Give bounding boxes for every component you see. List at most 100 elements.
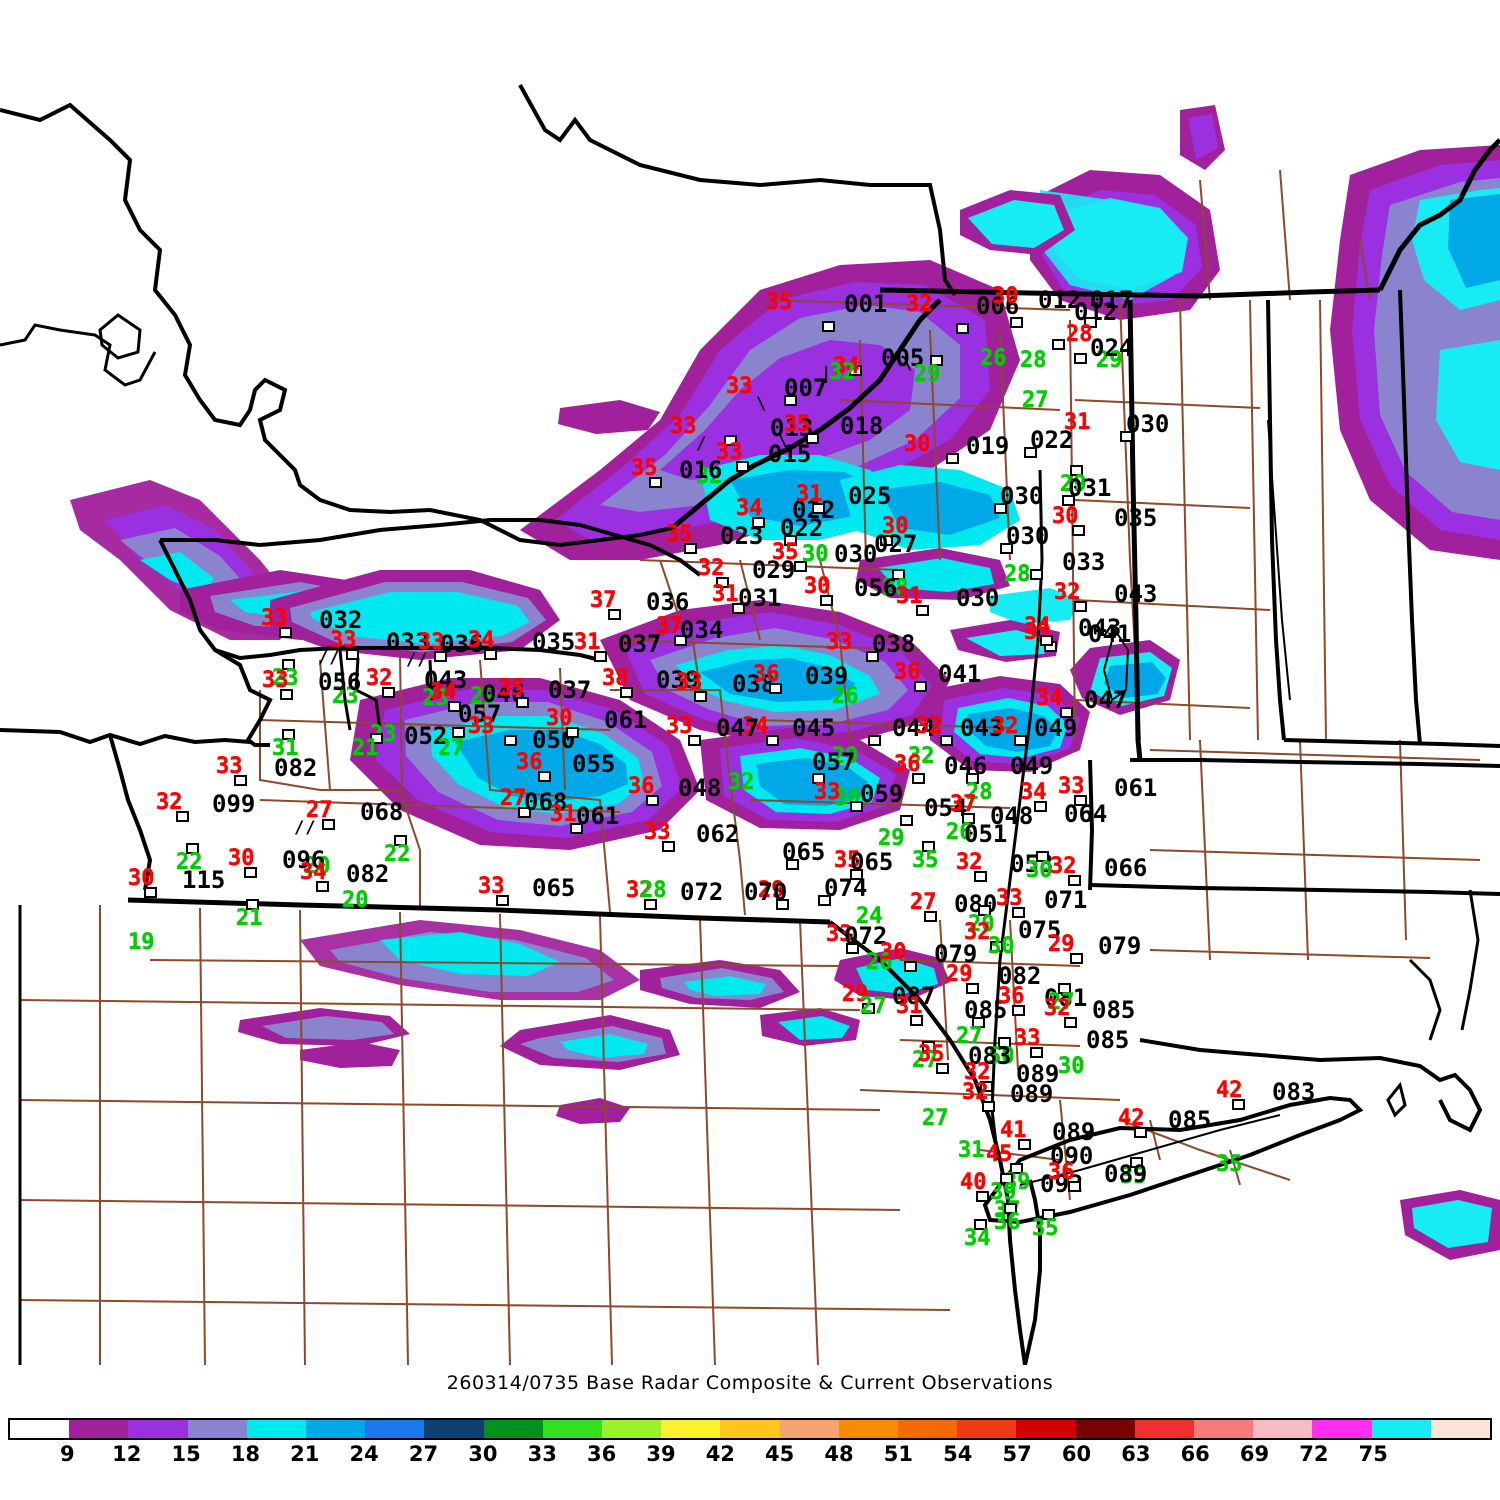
station-marker-icon xyxy=(1134,1127,1147,1138)
station-temperature: 29 xyxy=(758,878,785,903)
station-marker-icon xyxy=(1052,339,1065,350)
station-dewpoint: 20 xyxy=(304,854,331,879)
station-pressure-code: 096 xyxy=(282,846,326,874)
station-temperature: 37 xyxy=(590,588,617,613)
station-pressure-code: 012 xyxy=(1038,286,1082,314)
station-marker-icon xyxy=(1036,851,1049,862)
station-temperature: 32 xyxy=(906,292,933,317)
station-temperature: 33 xyxy=(644,820,671,845)
wind-barb-icon: // xyxy=(318,648,341,668)
station-pressure-code: 045 xyxy=(792,714,836,742)
station-dewpoint: 26 xyxy=(946,820,973,845)
station-temperature: 33 xyxy=(1058,774,1085,799)
wind-barb-icon: | xyxy=(821,364,833,384)
station-pressure-code: 025 xyxy=(848,482,892,510)
station-temperature: 30 xyxy=(128,866,155,891)
station-marker-icon xyxy=(904,961,917,972)
station-dewpoint: 20 xyxy=(342,888,369,913)
station-pressure-code: 051 xyxy=(964,820,1008,848)
station-temperature: 32 xyxy=(626,878,653,903)
station-pressure-code: 065 xyxy=(850,848,894,876)
station-marker-icon xyxy=(784,395,797,406)
station-temperature: 35 xyxy=(498,676,525,701)
colorbar: 9 12 15 18 21 24 27 30 33 36 39 42 45 48 51 54 57 60 63 66 6… xyxy=(8,1418,1492,1470)
station-pressure-code: 085 xyxy=(964,996,1008,1024)
station-temperature: 31 xyxy=(1064,410,1091,435)
station-temperature: 30 xyxy=(904,432,931,457)
station-temperature: 38 xyxy=(602,666,629,691)
station-marker-icon xyxy=(990,941,1003,952)
colorbar-tick-12: 12 xyxy=(112,1442,142,1466)
station-marker-icon xyxy=(736,461,749,472)
radar-map-canvas[interactable]: 35 001 32 006 30 26 012 28 012 28 29 017 27 024 33 007 \… xyxy=(0,0,1500,1365)
station-temperature: 37 xyxy=(950,792,977,817)
station-pressure-code: 029 xyxy=(752,556,796,584)
station-marker-icon xyxy=(176,811,189,822)
station-pressure-code: 022 xyxy=(1030,426,1074,454)
colorbar-swatch-3 xyxy=(187,1420,247,1438)
station-pressure-code: 068 xyxy=(360,798,404,826)
station-pressure-code: 061 xyxy=(604,706,648,734)
station-dewpoint: 22 xyxy=(384,842,411,867)
station-marker-icon xyxy=(976,1191,989,1202)
station-temperature: 33 xyxy=(676,670,703,695)
station-pressure-code: 057 xyxy=(458,700,502,728)
station-dewpoint: 27 xyxy=(860,994,887,1019)
station-temperature: 35 xyxy=(772,540,799,565)
colorbar-tick-60: 60 xyxy=(1061,1442,1092,1466)
colorbar-swatch-10 xyxy=(602,1420,662,1438)
station-dewpoint: 27 xyxy=(956,1024,983,1049)
station-marker-icon xyxy=(1040,635,1053,646)
station-marker-icon xyxy=(776,899,789,910)
station-marker-icon xyxy=(566,727,579,738)
station-temperature: 30 xyxy=(992,284,1019,309)
station-dewpoint: 30 xyxy=(1026,858,1053,883)
station-marker-icon xyxy=(280,689,293,700)
station-marker-icon xyxy=(322,819,335,830)
station-pressure-code: 047 xyxy=(716,714,760,742)
station-dewpoint: 20 xyxy=(968,912,995,937)
station-temperature: 35 xyxy=(666,522,693,547)
station-marker-icon xyxy=(868,735,881,746)
station-dewpoint: 39 xyxy=(990,1180,1017,1205)
station-marker-icon xyxy=(144,887,157,898)
station-pressure-code: 037 xyxy=(618,630,662,658)
station-marker-icon xyxy=(930,355,943,366)
station-dewpoint: 32 xyxy=(908,744,935,769)
station-dewpoint: 29 xyxy=(470,684,497,709)
station-temperature: 33 xyxy=(814,780,841,805)
colorbar-tick-69: 69 xyxy=(1239,1442,1270,1466)
colorbar-swatch-14 xyxy=(838,1420,899,1438)
station-pressure-code: 041 xyxy=(938,660,982,688)
station-temperature: 33 xyxy=(216,754,243,779)
station-dewpoint: 30 xyxy=(1058,1054,1085,1079)
station-pressure-code: 048 xyxy=(990,802,1034,830)
station-temperature: 32 xyxy=(964,920,991,945)
station-temperature: 32 xyxy=(366,666,393,691)
station-pressure-code: 031 xyxy=(738,584,782,612)
station-pressure-code: 048 xyxy=(678,774,722,802)
station-marker-icon xyxy=(394,835,407,846)
station-dewpoint: 29 xyxy=(832,744,859,769)
station-temperature: 32 xyxy=(956,850,983,875)
station-marker-icon xyxy=(820,595,833,606)
station-dewpoint: 34 xyxy=(964,1226,991,1251)
station-marker-icon xyxy=(279,627,292,638)
station-marker-icon xyxy=(518,807,531,818)
station-marker-icon xyxy=(346,649,359,660)
station-marker-icon xyxy=(434,651,447,662)
station-temperature: 35 xyxy=(834,848,861,873)
station-temperature: 32 xyxy=(1044,996,1071,1021)
station-temperature: 33 xyxy=(418,630,445,655)
station-dewpoint: 21 xyxy=(352,736,379,761)
colorbar-swatch-1 xyxy=(69,1420,129,1438)
station-marker-icon xyxy=(972,1017,985,1028)
station-marker-icon xyxy=(806,433,819,444)
station-temperature: 33 xyxy=(726,374,753,399)
station-marker-icon xyxy=(786,859,799,870)
station-temperature: 33 xyxy=(1014,1026,1041,1051)
station-dewpoint: 29 xyxy=(878,826,905,851)
station-pressure-code: 090 xyxy=(1050,1142,1094,1170)
station-marker-icon xyxy=(1130,1157,1143,1168)
